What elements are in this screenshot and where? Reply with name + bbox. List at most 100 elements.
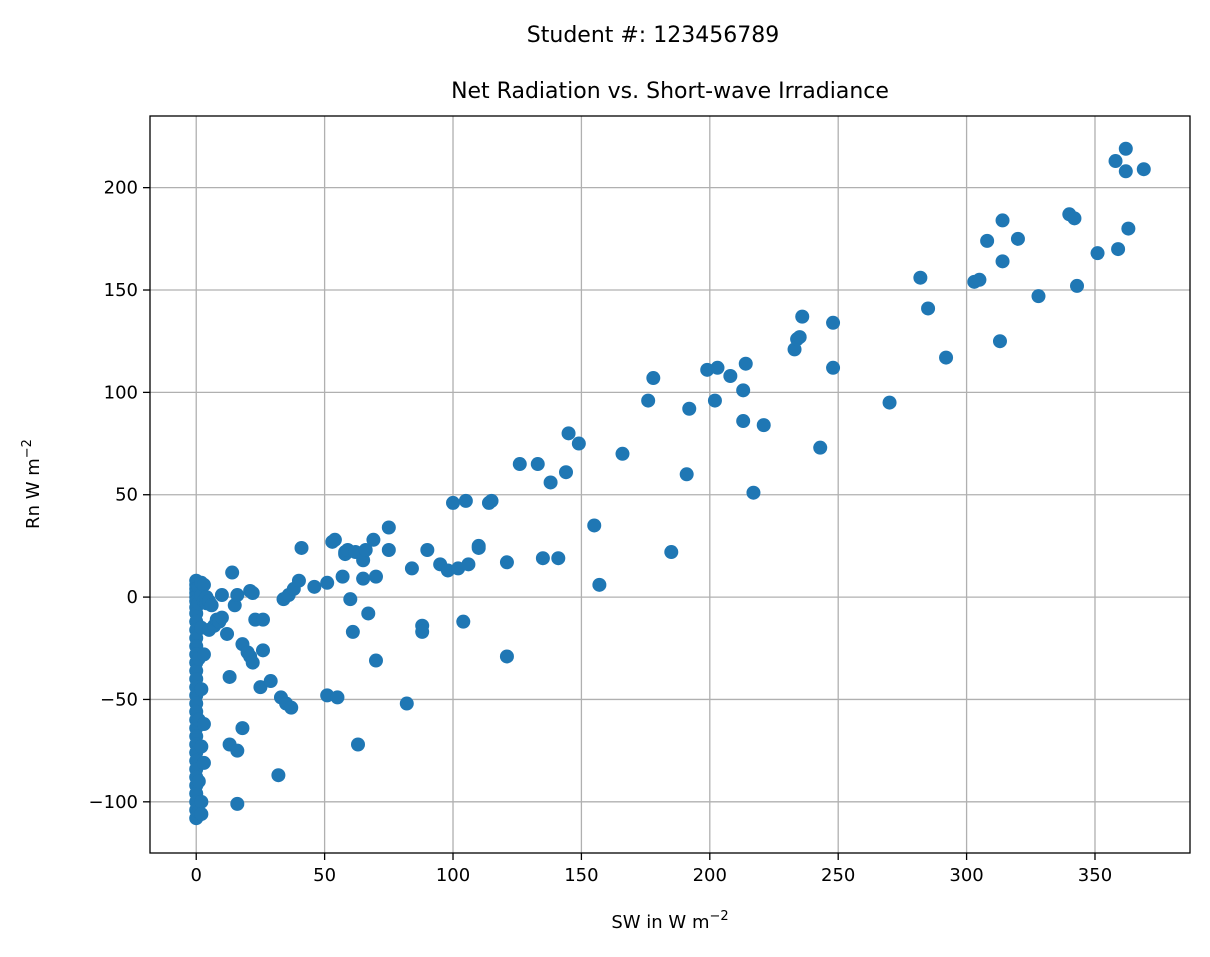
scatter-point bbox=[641, 393, 656, 408]
scatter-point bbox=[795, 309, 810, 324]
scatter-point bbox=[587, 518, 602, 533]
scatter-point bbox=[484, 493, 499, 508]
scatter-point bbox=[191, 774, 206, 789]
scatter-point bbox=[222, 669, 237, 684]
scatter-point bbox=[381, 520, 396, 535]
scatter-points bbox=[189, 141, 1151, 826]
scatter-point bbox=[1118, 141, 1133, 156]
x-tick-label: 0 bbox=[190, 865, 201, 886]
scatter-point bbox=[368, 569, 383, 584]
scatter-point bbox=[194, 739, 209, 754]
scatter-point bbox=[330, 690, 345, 705]
scatter-point bbox=[420, 543, 435, 558]
scatter-point bbox=[571, 436, 586, 451]
scatter-point bbox=[196, 755, 211, 770]
scatter-point bbox=[592, 577, 607, 592]
scatter-point bbox=[368, 653, 383, 668]
scatter-point bbox=[458, 493, 473, 508]
x-axis-ticks: 0 50 100 150 200 250 300 350 bbox=[190, 853, 1112, 886]
scatter-point bbox=[1031, 289, 1046, 304]
scatter-point bbox=[194, 807, 209, 822]
scatter-point bbox=[294, 540, 309, 555]
y-tick-label: 200 bbox=[104, 178, 138, 199]
scatter-point bbox=[512, 457, 527, 472]
scatter-point bbox=[245, 655, 260, 670]
scatter-point bbox=[679, 467, 694, 482]
scatter-point bbox=[551, 551, 566, 566]
scatter-point bbox=[415, 624, 430, 639]
scatter-point bbox=[723, 368, 738, 383]
scatter-point bbox=[682, 401, 697, 416]
x-tick-label: 200 bbox=[693, 865, 727, 886]
y-tick-label: 50 bbox=[115, 485, 138, 506]
scatter-point bbox=[245, 586, 260, 601]
scatter-point bbox=[230, 796, 245, 811]
scatter-point bbox=[351, 737, 365, 752]
scatter-point bbox=[196, 577, 211, 592]
scatter-point bbox=[320, 575, 335, 590]
scatter-point bbox=[461, 557, 476, 572]
scatter-point bbox=[913, 270, 928, 285]
scatter-point bbox=[710, 360, 725, 375]
scatter-point bbox=[1010, 231, 1025, 246]
grid-lines bbox=[150, 116, 1190, 853]
scatter-point bbox=[335, 569, 350, 584]
scatter-point bbox=[1108, 154, 1123, 169]
scatter-point bbox=[220, 626, 235, 641]
scatter-point bbox=[738, 356, 753, 371]
plot-area-frame bbox=[149, 115, 1191, 854]
scatter-point bbox=[230, 743, 245, 758]
scatter-point bbox=[343, 592, 358, 607]
scatter-point bbox=[992, 334, 1007, 349]
scatter-point bbox=[366, 532, 381, 547]
scatter-point bbox=[792, 330, 807, 345]
scatter-point bbox=[291, 573, 306, 588]
scatter-point bbox=[756, 418, 771, 433]
scatter-point bbox=[980, 233, 995, 248]
x-tick-label: 350 bbox=[1078, 865, 1112, 886]
scatter-point bbox=[543, 475, 558, 490]
scatter-point bbox=[972, 272, 987, 287]
scatter-point bbox=[746, 485, 761, 500]
scatter-point bbox=[1121, 221, 1136, 236]
scatter-point bbox=[995, 213, 1010, 228]
scatter-point bbox=[1136, 162, 1151, 177]
chart-title: Net Radiation vs. Short-wave Irradiance bbox=[451, 79, 889, 104]
scatter-point bbox=[253, 680, 268, 695]
scatter-point bbox=[204, 598, 219, 613]
scatter-point bbox=[736, 383, 751, 398]
scatter-point bbox=[446, 495, 461, 510]
y-tick-label: 150 bbox=[104, 280, 138, 301]
scatter-point bbox=[399, 696, 414, 711]
y-axis-ticks: −100 −50 0 50 100 150 200 bbox=[89, 178, 150, 813]
scatter-point bbox=[307, 579, 322, 594]
scatter-point bbox=[939, 350, 954, 365]
x-tick-label: 50 bbox=[313, 865, 336, 886]
y-axis-label: Rn W m−2 bbox=[20, 439, 44, 529]
scatter-point bbox=[361, 606, 376, 621]
scatter-point bbox=[561, 426, 576, 441]
scatter-point bbox=[284, 700, 299, 715]
scatter-point bbox=[882, 395, 897, 410]
scatter-point bbox=[826, 360, 841, 375]
scatter-point bbox=[255, 612, 270, 627]
x-tick-label: 100 bbox=[436, 865, 470, 886]
scatter-point bbox=[263, 674, 278, 689]
y-tick-label: −100 bbox=[89, 792, 138, 813]
scatter-point bbox=[736, 414, 751, 429]
x-tick-label: 250 bbox=[821, 865, 855, 886]
scatter-point bbox=[1090, 246, 1105, 261]
scatter-point bbox=[235, 721, 250, 736]
scatter-point bbox=[1118, 164, 1133, 179]
scatter-point bbox=[707, 393, 722, 408]
y-tick-label: −50 bbox=[100, 689, 138, 710]
scatter-point bbox=[214, 610, 229, 625]
x-tick-label: 300 bbox=[949, 865, 983, 886]
scatter-point bbox=[995, 254, 1010, 269]
scatter-point bbox=[327, 532, 342, 547]
scatter-point bbox=[664, 545, 679, 560]
scatter-point bbox=[214, 588, 229, 603]
scatter-point bbox=[196, 717, 211, 732]
scatter-point bbox=[1067, 211, 1082, 226]
